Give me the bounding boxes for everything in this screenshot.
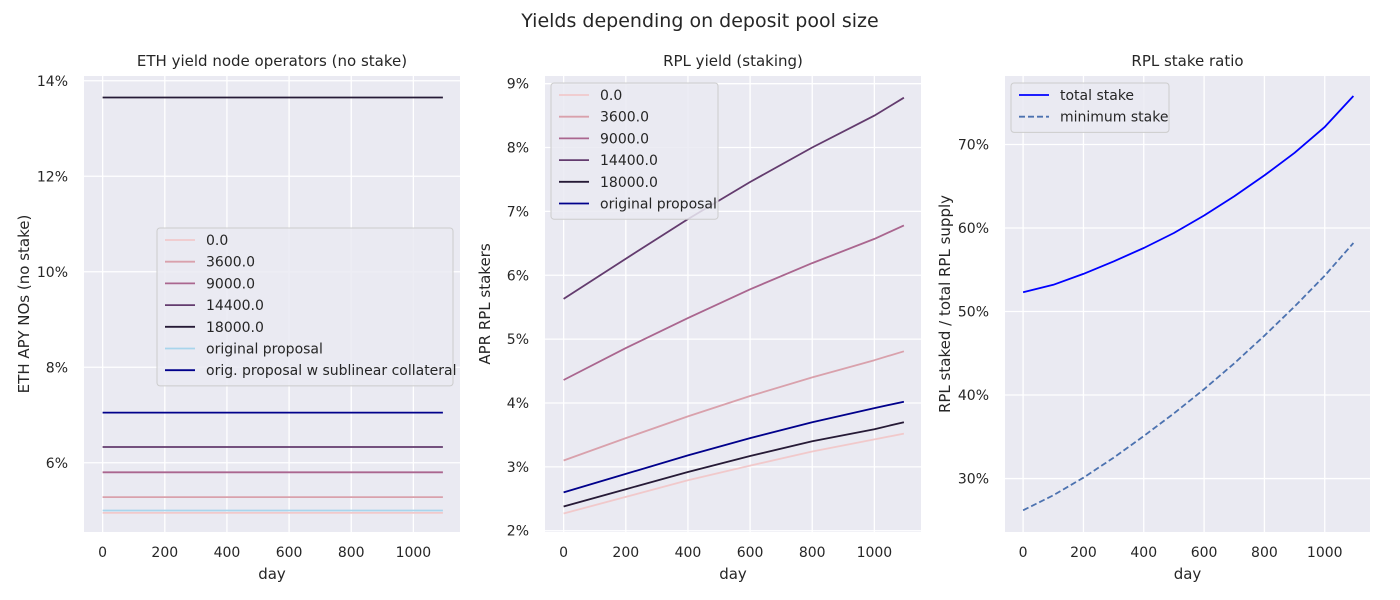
x-tick-label: 200 <box>612 545 639 561</box>
series-line-1 <box>563 350 905 462</box>
y-tick-label: 6% <box>507 268 529 284</box>
x-tick-label: 400 <box>1130 545 1157 561</box>
x-tick-label: 800 <box>799 545 826 561</box>
x-tick-label: 1000 <box>396 545 432 561</box>
eth-yield-panel: 0 200 400 600 800 1000 6% 8% 10% 12% 14% ETH yield … <box>15 52 460 583</box>
x-tick-label: 800 <box>338 545 365 561</box>
x-tick-label: 1000 <box>1307 545 1343 561</box>
series-line-4 <box>563 421 905 508</box>
x-tick-label: 200 <box>151 545 178 561</box>
y-tick-label: 9% <box>507 77 529 93</box>
y-tick-label: 12% <box>37 169 68 185</box>
x-tick-label: 400 <box>675 545 702 561</box>
legend-label: 14400.0 <box>206 298 264 314</box>
x-tick-label: 600 <box>276 545 303 561</box>
legend-label: 3600.0 <box>600 110 649 126</box>
y-tick-label: 5% <box>507 332 529 348</box>
x-tick-label: 0 <box>98 545 107 561</box>
legend-label: 18000.0 <box>600 175 658 191</box>
panel-title: RPL stake ratio <box>1131 52 1243 70</box>
y-tick-label: 10% <box>37 265 68 281</box>
x-tick-label: 800 <box>1251 545 1278 561</box>
legend-box <box>550 82 719 220</box>
legend-label: 9000.0 <box>600 131 649 147</box>
legend-label: 14400.0 <box>600 153 658 169</box>
y-tick-label: 50% <box>958 305 989 321</box>
x-tick-label: 400 <box>214 545 241 561</box>
series-line-3 <box>563 96 905 300</box>
legend-label: original proposal <box>206 342 323 358</box>
y-tick-label: 4% <box>507 396 529 412</box>
legend-label: 0.0 <box>600 88 622 104</box>
x-tick-label: 0 <box>1019 545 1028 561</box>
y-tick-label: 8% <box>507 141 529 157</box>
figure-suptitle: Yields depending on deposit pool size <box>520 10 878 32</box>
series-line-5 <box>563 400 905 494</box>
x-axis-label: day <box>258 565 286 583</box>
series-line-0 <box>563 432 905 515</box>
legend-box <box>156 227 454 387</box>
panel-title: ETH yield node operators (no stake) <box>137 52 407 70</box>
x-tick-label: 1000 <box>857 545 893 561</box>
y-tick-label: 40% <box>958 388 989 404</box>
x-tick-label: 600 <box>737 545 764 561</box>
series-line-0 <box>1022 95 1355 294</box>
rpl-stake-ratio-panel: 0 200 400 600 800 1000 30% 40% 50% 60% 70% RPL stak… <box>936 52 1370 583</box>
x-tick-label: 200 <box>1070 545 1097 561</box>
y-axis-label: ETH APY NOs (no stake) <box>15 215 33 394</box>
y-tick-label: 8% <box>46 360 68 376</box>
y-tick-label: 70% <box>958 137 989 153</box>
legend-label: minimum stake <box>1060 110 1168 126</box>
y-axis-label: APR RPL stakers <box>476 243 494 365</box>
legend-label: 9000.0 <box>206 276 255 292</box>
x-axis-label: day <box>1174 565 1202 583</box>
y-tick-label: 14% <box>37 74 68 90</box>
y-tick-label: 30% <box>958 472 989 488</box>
y-axis-label: RPL staked / total RPL supply <box>936 195 954 413</box>
x-axis-label: day <box>719 565 747 583</box>
eth-yield-legend: 0.0 3600.0 9000.0 14400.0 18000.0 original pr… <box>156 227 457 387</box>
x-tick-label: 600 <box>1191 545 1218 561</box>
legend-label: orig. proposal w sublinear collateral <box>206 363 457 379</box>
panel-title: RPL yield (staking) <box>663 52 803 70</box>
y-tick-label: 60% <box>958 221 989 237</box>
x-tick-label: 0 <box>559 545 568 561</box>
y-tick-label: 3% <box>507 460 529 476</box>
y-tick-label: 2% <box>507 524 529 540</box>
y-tick-label: 6% <box>46 456 68 472</box>
legend-label: 0.0 <box>206 233 228 249</box>
stake-ratio-legend: total stake minimum stake <box>1010 82 1170 133</box>
series-line-1 <box>1022 242 1355 512</box>
rpl-yield-panel: 0 200 400 600 800 1000 2% 3% 4% 5% 6% 7% 8% 9% RPL yie… <box>476 52 921 583</box>
plot-background <box>1005 76 1370 532</box>
legend-label: 18000.0 <box>206 320 264 336</box>
series-line-2 <box>563 224 905 381</box>
rpl-yield-legend: 0.0 3600.0 9000.0 14400.0 18000.0 original pr… <box>550 82 719 220</box>
legend-box <box>1010 82 1170 133</box>
legend-label: original proposal <box>600 197 717 213</box>
legend-label: total stake <box>1060 88 1134 104</box>
y-tick-label: 7% <box>507 204 529 220</box>
legend-label: 3600.0 <box>206 255 255 271</box>
